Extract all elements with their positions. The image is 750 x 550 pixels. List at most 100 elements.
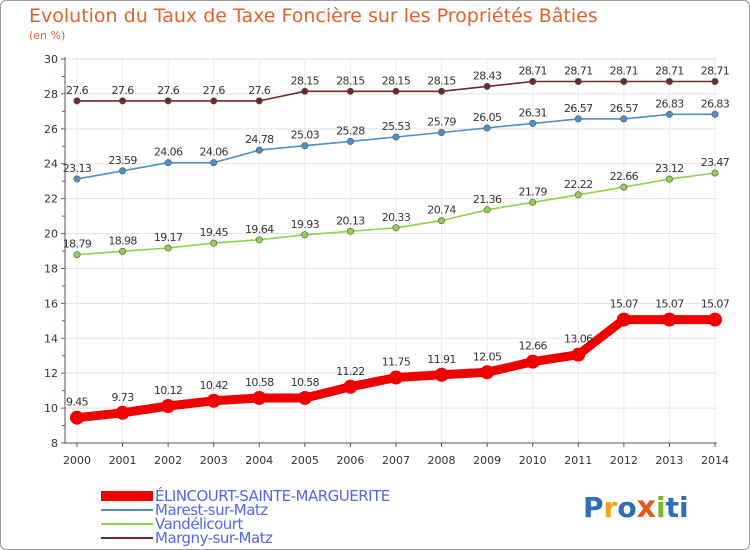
data-label-margny-sur-matz: 27.6 — [203, 84, 226, 97]
y-tick-label: 14 — [44, 332, 58, 345]
data-label-lincourt-sainte-marguerite: 15.07 — [610, 298, 639, 311]
data-label-marest-sur-matz: 26.57 — [610, 102, 639, 115]
point-vand-licourt — [73, 251, 81, 259]
legend: ÉLINCOURT-SAINTE-MARGUERITEMarest-sur-Ma… — [101, 486, 390, 547]
y-tick-label: 28 — [44, 88, 58, 101]
data-label-lincourt-sainte-marguerite: 9.45 — [66, 396, 89, 409]
data-label-marest-sur-matz: 26.83 — [655, 97, 684, 110]
point-lincourt-sainte-marguerite — [206, 393, 221, 408]
y-tick-label: 10 — [44, 402, 58, 415]
point-margny-sur-matz — [255, 97, 263, 105]
data-label-lincourt-sainte-marguerite: 11.22 — [336, 365, 365, 378]
data-label-marest-sur-matz: 24.06 — [154, 146, 183, 159]
point-marest-sur-matz — [711, 110, 719, 118]
point-vand-licourt — [210, 239, 218, 247]
legend-label-marest-sur-matz: Marest-sur-Matz — [155, 501, 268, 519]
data-label-marest-sur-matz: 23.13 — [63, 162, 92, 175]
point-margny-sur-matz — [483, 82, 491, 90]
data-label-marest-sur-matz: 23.59 — [108, 154, 137, 167]
data-label-lincourt-sainte-marguerite: 10.12 — [154, 384, 183, 397]
data-label-lincourt-sainte-marguerite: 11.91 — [427, 353, 456, 366]
data-label-vand-licourt: 18.98 — [108, 234, 137, 247]
point-vand-licourt — [529, 198, 537, 206]
data-label-marest-sur-matz: 24.06 — [199, 146, 228, 159]
x-tick-label: 2014 — [701, 454, 729, 467]
x-tick-label: 2002 — [154, 454, 182, 467]
point-lincourt-sainte-marguerite — [343, 379, 358, 394]
data-label-margny-sur-matz: 28.71 — [701, 65, 730, 78]
x-tick-label: 2006 — [336, 454, 364, 467]
data-label-vand-licourt: 20.33 — [382, 211, 411, 224]
point-margny-sur-matz — [210, 97, 218, 105]
point-vand-licourt — [346, 227, 354, 235]
x-tick-label: 2003 — [200, 454, 228, 467]
y-axis-unit-label: (en %) — [29, 29, 66, 42]
data-label-vand-licourt: 20.13 — [336, 214, 365, 227]
chart-title: Evolution du Taux de Taxe Foncière sur l… — [29, 5, 598, 27]
point-margny-sur-matz — [301, 87, 309, 95]
data-label-vand-licourt: 19.64 — [245, 223, 274, 236]
data-label-margny-sur-matz: 28.71 — [655, 65, 684, 78]
point-marest-sur-matz — [620, 115, 628, 123]
point-lincourt-sainte-marguerite — [662, 312, 677, 327]
point-lincourt-sainte-marguerite — [616, 312, 631, 327]
logo-letter: i — [655, 491, 666, 524]
data-label-margny-sur-matz: 28.15 — [291, 74, 320, 87]
x-tick-label: 2007 — [382, 454, 410, 467]
x-tick-label: 2004 — [245, 454, 273, 467]
point-vand-licourt — [438, 217, 446, 225]
x-tick-label: 2013 — [655, 454, 683, 467]
point-vand-licourt — [711, 169, 719, 177]
x-tick-label: 2012 — [610, 454, 638, 467]
data-label-vand-licourt: 21.36 — [473, 193, 502, 206]
point-vand-licourt — [574, 191, 582, 199]
point-marest-sur-matz — [73, 175, 81, 183]
data-label-lincourt-sainte-marguerite: 10.42 — [199, 379, 228, 392]
data-label-vand-licourt: 20.74 — [427, 204, 456, 217]
y-tick-label: 20 — [44, 228, 58, 241]
data-label-marest-sur-matz: 25.53 — [382, 120, 411, 133]
data-label-lincourt-sainte-marguerite: 9.73 — [112, 391, 135, 404]
point-margny-sur-matz — [392, 87, 400, 95]
point-vand-licourt — [392, 224, 400, 232]
point-marest-sur-matz — [438, 128, 446, 136]
point-margny-sur-matz — [164, 97, 172, 105]
data-label-margny-sur-matz: 27.6 — [112, 84, 135, 97]
y-tick-label: 26 — [44, 123, 58, 136]
data-label-vand-licourt: 19.17 — [154, 231, 183, 244]
logo-letter: o — [617, 491, 637, 524]
point-vand-licourt — [164, 244, 172, 252]
x-tick-label: 2009 — [473, 454, 501, 467]
point-margny-sur-matz — [620, 78, 628, 86]
data-label-vand-licourt: 23.47 — [701, 156, 730, 169]
data-label-vand-licourt: 22.66 — [610, 170, 639, 183]
data-label-vand-licourt: 22.22 — [564, 178, 593, 191]
y-tick-label: 16 — [44, 297, 58, 310]
point-marest-sur-matz — [483, 124, 491, 132]
data-label-lincourt-sainte-marguerite: 12.66 — [518, 340, 547, 353]
logo-letter: r — [603, 491, 618, 524]
data-label-marest-sur-matz: 25.28 — [336, 124, 365, 137]
y-tick-label: 18 — [44, 262, 58, 275]
proxiti-logo: Proxiti — [583, 490, 689, 525]
data-label-marest-sur-matz: 26.57 — [564, 102, 593, 115]
point-lincourt-sainte-marguerite — [115, 405, 130, 420]
point-margny-sur-matz — [665, 78, 673, 86]
point-lincourt-sainte-marguerite — [707, 312, 722, 327]
point-marest-sur-matz — [255, 146, 263, 154]
axes: 8 10 12 14 16 18 20 22 24 26 28 30 2000 2001 2002 2003 2… — [44, 53, 729, 467]
data-label-vand-licourt: 23.12 — [655, 162, 684, 175]
y-tick-label: 24 — [44, 158, 58, 171]
logo-letter: x — [636, 490, 656, 525]
point-marest-sur-matz — [119, 167, 127, 175]
point-marest-sur-matz — [529, 119, 537, 127]
point-margny-sur-matz — [346, 87, 354, 95]
point-marest-sur-matz — [392, 133, 400, 141]
data-label-marest-sur-matz: 24.78 — [245, 133, 274, 146]
data-label-lincourt-sainte-marguerite: 13.06 — [564, 333, 593, 346]
data-labels: 27.6 27.6 27.6 27.6 27.6 28.15 28.15 28.15 28.15… — [63, 65, 731, 409]
data-label-margny-sur-matz: 28.15 — [382, 74, 411, 87]
data-label-lincourt-sainte-marguerite: 12.05 — [473, 350, 502, 363]
data-label-lincourt-sainte-marguerite: 10.58 — [291, 376, 320, 389]
